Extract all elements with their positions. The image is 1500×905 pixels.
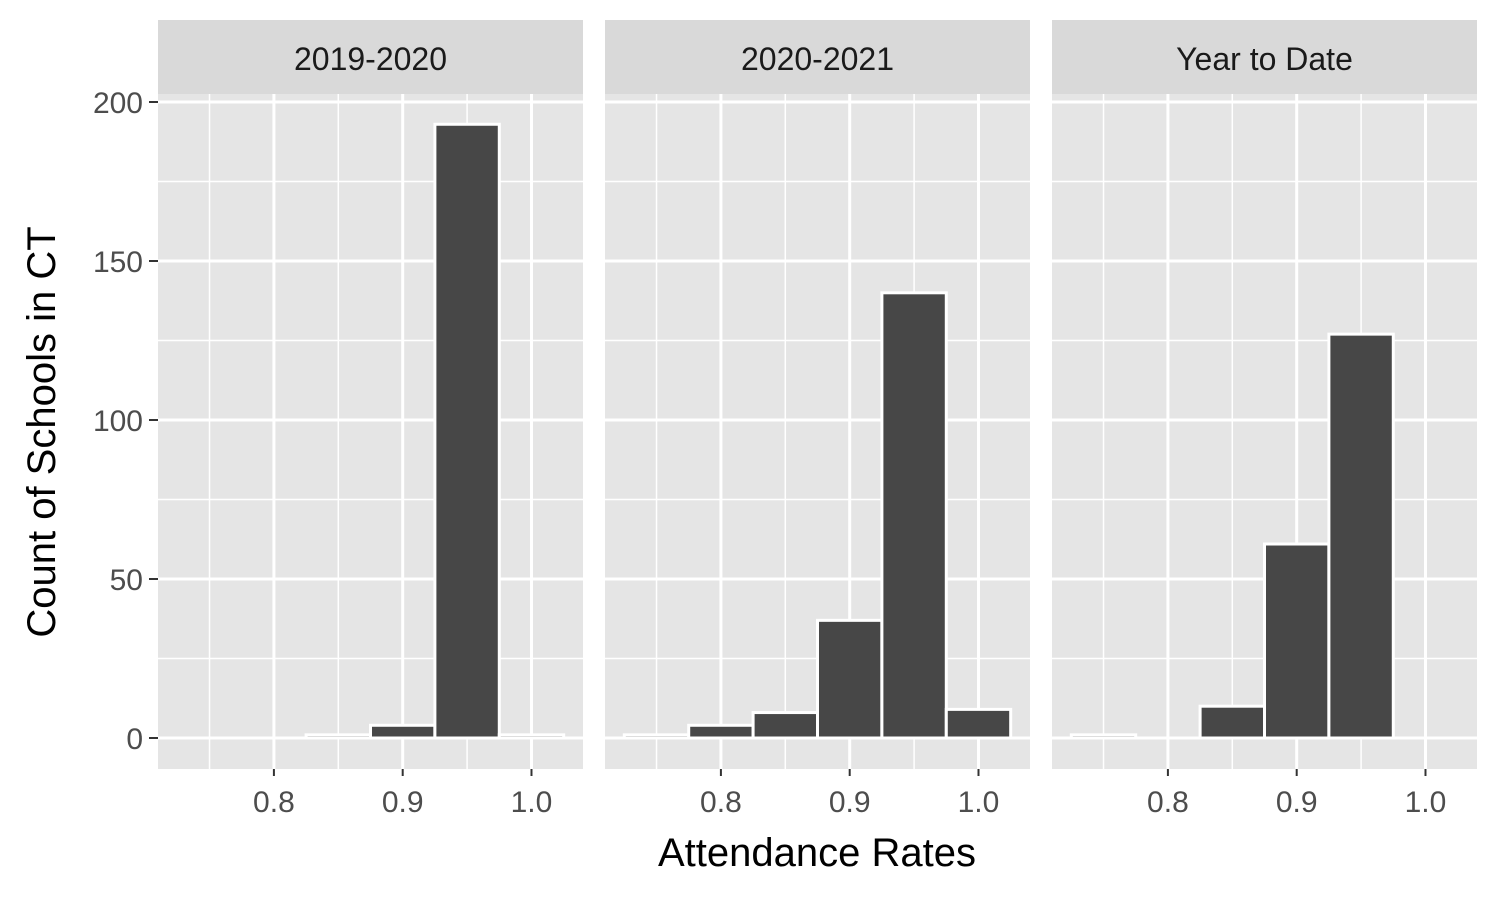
histogram-bar bbox=[622, 733, 691, 740]
facet-panel-2: 2020-2021 0.8 0.9 1.0 bbox=[605, 20, 1030, 819]
histogram-bar bbox=[944, 707, 1013, 740]
facet-strip bbox=[605, 20, 1030, 94]
histogram-bar bbox=[433, 122, 501, 740]
x-tick-label: 0.9 bbox=[1276, 786, 1318, 819]
histogram-bar bbox=[304, 733, 372, 740]
y-axis-title: Count of Schools in CT bbox=[20, 226, 64, 637]
x-axis-title: Attendance Rates bbox=[658, 831, 976, 875]
histogram-bar bbox=[369, 723, 437, 740]
histogram-bar bbox=[1069, 733, 1138, 740]
facet-strip-title: Year to Date bbox=[1176, 41, 1353, 77]
y-tick-label: 200 bbox=[93, 87, 143, 120]
histogram-bar bbox=[687, 723, 755, 740]
histogram-bar bbox=[816, 618, 884, 740]
histogram-bar bbox=[1198, 704, 1267, 740]
x-tick-label: 0.8 bbox=[253, 786, 295, 819]
facet-strip-title: 2020-2021 bbox=[741, 41, 894, 77]
y-tick-label: 150 bbox=[93, 246, 143, 279]
histogram-bar bbox=[497, 733, 566, 740]
facet-strip bbox=[1052, 20, 1477, 94]
histogram-bar bbox=[880, 291, 948, 740]
histogram-bar bbox=[751, 711, 820, 740]
facet-strip-title: 2019-2020 bbox=[294, 41, 447, 77]
x-tick-label: 1.0 bbox=[1405, 786, 1447, 819]
x-tick-label: 1.0 bbox=[958, 786, 1000, 819]
x-tick-label: 1.0 bbox=[511, 786, 553, 819]
facet-panel-3: Year to Date 0.8 0.9 1.0 bbox=[1052, 20, 1477, 819]
x-tick-label: 0.9 bbox=[829, 786, 871, 819]
y-tick-label: 50 bbox=[110, 564, 143, 597]
y-tick-label: 0 bbox=[126, 723, 143, 756]
facet-strip bbox=[158, 20, 583, 94]
x-tick-label: 0.8 bbox=[700, 786, 742, 819]
histogram-bar bbox=[1263, 542, 1331, 740]
y-tick-label: 100 bbox=[93, 405, 143, 438]
x-tick-label: 0.8 bbox=[1147, 786, 1189, 819]
histogram-bar bbox=[1327, 332, 1395, 740]
y-axis: 0 50 100 150 200 bbox=[93, 87, 158, 756]
x-tick-label: 0.9 bbox=[382, 786, 424, 819]
panel-background bbox=[158, 94, 583, 769]
facet-panel-1: 2019-2020 0.8 0.9 1.0 bbox=[158, 20, 583, 819]
